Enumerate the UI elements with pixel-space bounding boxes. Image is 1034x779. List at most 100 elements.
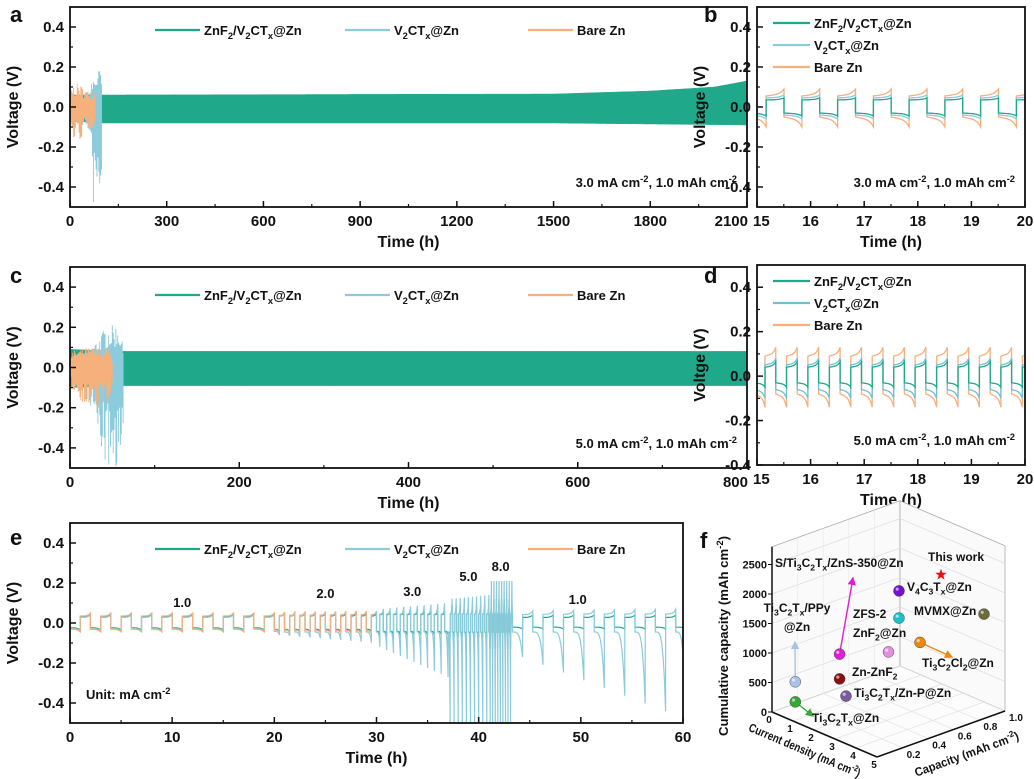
- x-tick-label: 4: [850, 751, 856, 762]
- y-tick-label: 0.6: [958, 731, 972, 742]
- point-label: Ti3C2Tx@Zn: [812, 711, 879, 728]
- x-tick-label: 30: [368, 729, 385, 746]
- sphere-marker: [893, 585, 905, 597]
- legend-label: V2CTx@Zn: [394, 542, 459, 560]
- legend-label: Bare Zn: [577, 23, 625, 38]
- series-line-bare-zn: [70, 610, 378, 636]
- legend-label: ZnF2/V2CTx@Zn: [814, 274, 912, 292]
- y-tick-label: 0.4: [43, 279, 65, 296]
- panel-f: f: [700, 500, 1007, 758]
- sphere-marker: [882, 646, 895, 658]
- series-line-v2ctx-zn: [70, 71, 102, 203]
- x-axis-title: Time (h): [346, 750, 408, 767]
- x-tick-label: 17: [856, 213, 873, 230]
- legend-label: ZnF2/V2CTx@Zn: [814, 16, 912, 34]
- y-tick-label: 0.0: [43, 360, 64, 377]
- x-tick-label: 40: [470, 729, 487, 746]
- y-axis-title: Voltge (V): [692, 328, 709, 401]
- y-tick-label: 0.0: [730, 99, 751, 116]
- panel-label: c: [10, 263, 22, 288]
- segment-label: 1.0: [173, 595, 191, 610]
- z-tick-label: 500: [749, 678, 767, 690]
- grid-line: [797, 702, 903, 749]
- grid-line: [771, 518, 1006, 565]
- y-axis-title: Voltage (V): [5, 326, 22, 408]
- z-tick-label: 2000: [743, 589, 767, 601]
- grid-line: [792, 674, 922, 722]
- legend-label: ZnF2/V2CTx@Zn: [204, 23, 302, 41]
- legend-label: V2CTx@Zn: [394, 23, 459, 41]
- x-tick-label: 1200: [440, 213, 473, 230]
- legend-label: V2CTx@Zn: [814, 296, 879, 314]
- z-tick-label: 1000: [743, 648, 767, 660]
- y-tick-label: -0.2: [725, 139, 751, 156]
- x-tick-label: 600: [251, 213, 276, 230]
- x-tick-label: 20: [266, 729, 283, 746]
- y-tick-label: 0.2: [907, 750, 921, 761]
- sphere-marker: [840, 690, 852, 702]
- panel-a: a: [10, 2, 748, 208]
- series-line-znf2-v2ctx-zn: [70, 349, 747, 388]
- point-label: MVMX@Zn: [914, 604, 976, 618]
- x-tick-label: 60: [675, 729, 692, 746]
- panel-e: e: [10, 522, 684, 724]
- condition-annotation: 5.0 mA cm-2, 1.0 mAh cm-2: [854, 432, 1015, 448]
- condition-annotation: 5.0 mA cm-2, 1.0 mAh cm-2: [576, 435, 737, 451]
- y-tick-label: 0.4: [43, 19, 65, 36]
- plot-area: [757, 346, 1025, 408]
- x-tick-label: 17: [856, 471, 873, 488]
- legend-label: V2CTx@Zn: [394, 288, 459, 306]
- y-axis: [876, 710, 1006, 758]
- x-axis-title: Time (h): [378, 495, 440, 512]
- plot-area: [70, 325, 747, 467]
- sphere-marker: [789, 676, 801, 688]
- series-line-bare-zn: [70, 348, 113, 408]
- point-label-line2: @Zn: [784, 620, 810, 634]
- series-line-bare-zn: [70, 83, 96, 139]
- y-axis-title: Voltage (V): [5, 66, 22, 148]
- segment-label: 5.0: [459, 569, 477, 584]
- x-tick-label: 900: [348, 213, 373, 230]
- sphere-highlight: [836, 675, 840, 679]
- panel-label: d: [704, 263, 717, 288]
- sphere-highlight: [916, 639, 920, 643]
- x-tick-label: 1: [787, 724, 793, 735]
- y-tick-label: 0.4: [730, 19, 752, 36]
- y-tick-label: -0.2: [725, 413, 751, 430]
- grid-line: [771, 547, 1006, 595]
- x-tick-label: 800: [723, 474, 748, 491]
- grid-line: [771, 636, 1006, 683]
- grid-line: [874, 674, 980, 721]
- point-label: Ti3C2Cl2@Zn: [922, 656, 994, 673]
- segment-label: 2.0: [316, 586, 334, 601]
- x-tick-label: 200: [227, 474, 252, 491]
- grid-line: [848, 684, 954, 730]
- segment-label: 8.0: [492, 559, 510, 574]
- grid-line: [834, 692, 964, 740]
- x-tick-label: 3: [829, 742, 835, 753]
- grid-line: [823, 693, 929, 739]
- series-line-znf2-v2ctx-zn: [757, 97, 1025, 118]
- y-tick-label: 0.0: [43, 99, 64, 116]
- grid-line: [771, 665, 1006, 713]
- x-tick-label: 10: [164, 729, 181, 746]
- x-tick-label: 18: [909, 471, 926, 488]
- y-tick-label: -0.4: [38, 695, 65, 712]
- legend-label: ZnF2/V2CTx@Zn: [204, 542, 302, 560]
- sphere-marker: [978, 608, 990, 620]
- z-axis-title: Cumulative capacity (mAh cm-2): [715, 536, 731, 736]
- x-tick-label: 20: [1017, 213, 1034, 230]
- y-tick-label: 0.2: [730, 324, 751, 341]
- sphere-marker: [833, 673, 846, 685]
- y-tick-label: 0.4: [932, 741, 946, 752]
- x-axis-title: Time (h): [378, 234, 440, 251]
- panel-label: a: [10, 2, 23, 27]
- legend-label: Bare Zn: [577, 288, 625, 303]
- z-tick-label: 0: [761, 707, 767, 719]
- y-tick-label: -0.4: [38, 440, 65, 457]
- sphere-marker: [914, 636, 926, 649]
- series-line-znf2-v2ctx-zn: [70, 80, 747, 126]
- legend-label: Bare Zn: [577, 542, 625, 557]
- sphere-highlight: [885, 648, 889, 652]
